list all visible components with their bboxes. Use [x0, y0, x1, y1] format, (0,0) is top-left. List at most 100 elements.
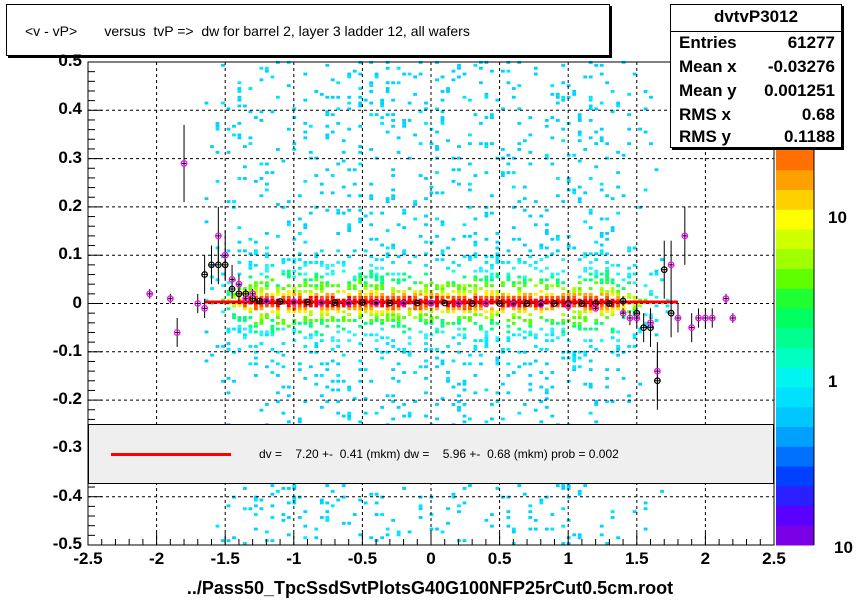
heatmap-cell: [468, 484, 472, 487]
heatmap-cell: [363, 281, 368, 285]
heatmap-cell: [610, 278, 615, 282]
heatmap-cell: [391, 272, 395, 276]
x-tick-label: 1: [563, 549, 573, 568]
heatmap-cell: [522, 278, 527, 282]
heatmap-cell: [248, 263, 253, 267]
heatmap-cell: [665, 298, 670, 302]
stats-value: -0.03276: [767, 57, 835, 76]
heatmap-cell: [341, 319, 346, 322]
heatmap-cell: [566, 153, 571, 157]
heatmap-cell: [451, 281, 456, 285]
heatmap-cell: [511, 371, 516, 374]
heatmap-cell: [270, 539, 275, 543]
heatmap-cell: [490, 319, 494, 322]
heatmap-cell: [303, 272, 308, 276]
heatmap-cell: [336, 107, 341, 111]
heatmap-cell: [528, 313, 533, 317]
heatmap-cell: [616, 298, 620, 302]
heatmap-cell: [451, 269, 456, 273]
heatmap-cell: [457, 394, 461, 398]
heatmap-cell: [462, 539, 467, 543]
heatmap-cell: [391, 119, 395, 122]
profile-black-point: [413, 299, 421, 307]
heatmap-cell: [451, 156, 456, 160]
heatmap-cell: [385, 350, 390, 354]
heatmap-cell: [286, 269, 291, 273]
heatmap-cell: [374, 501, 379, 505]
heatmap-cell: [396, 347, 401, 351]
heatmap-cell: [490, 310, 494, 314]
heatmap-cell: [506, 304, 511, 308]
heatmap-cell: [522, 197, 527, 201]
heatmap-cell: [473, 313, 478, 317]
heatmap-cell: [533, 66, 538, 70]
heatmap-cell: [248, 327, 253, 331]
heatmap-cell: [265, 330, 269, 334]
heatmap-cell: [265, 281, 269, 285]
heatmap-cell: [643, 130, 648, 134]
heatmap-cell: [380, 513, 384, 516]
y-tick-label: 0.4: [58, 99, 82, 119]
heatmap-cell: [424, 223, 428, 227]
heatmap-cell: [396, 66, 401, 70]
heatmap-cell: [402, 72, 406, 76]
heatmap-cell: [418, 281, 423, 285]
heatmap-cell: [341, 150, 346, 154]
heatmap-cell: [506, 339, 511, 343]
heatmap-cell: [418, 330, 423, 334]
heatmap-cell: [550, 237, 555, 241]
heatmap-cell: [308, 150, 313, 154]
heatmap-cell: [292, 269, 297, 273]
heatmap-cell: [254, 527, 258, 531]
heatmap-cell: [358, 145, 363, 148]
heatmap-cell: [276, 321, 280, 325]
heatmap-cell: [424, 342, 428, 345]
heatmap-cell: [259, 110, 264, 114]
heatmap-cell: [347, 95, 352, 99]
heatmap-cell: [286, 385, 291, 389]
heatmap-cell: [341, 353, 346, 357]
heatmap-cell: [254, 321, 258, 325]
heatmap-cell: [391, 81, 395, 85]
heatmap-cell: [583, 295, 588, 299]
heatmap-cell: [330, 130, 335, 134]
heatmap-cell: [341, 261, 346, 264]
heatmap-cell: [473, 113, 478, 117]
heatmap-cell: [446, 345, 450, 348]
heatmap-cell: [588, 211, 593, 215]
heatmap-cell: [243, 287, 247, 290]
z-tick-label: 1: [828, 372, 838, 391]
heatmap-cell: [435, 304, 439, 308]
heatmap-cell: [638, 330, 642, 334]
heatmap-cell: [621, 278, 626, 282]
heatmap-cell: [440, 287, 445, 290]
heatmap-cell: [407, 353, 412, 357]
heatmap-cell: [594, 295, 599, 299]
heatmap-cell: [336, 261, 341, 264]
heatmap-cell: [632, 333, 637, 337]
heatmap-cell: [665, 310, 670, 314]
heatmap-cell: [429, 281, 434, 285]
heatmap-cell: [380, 211, 384, 215]
heatmap-cell: [517, 304, 522, 308]
heatmap-cell: [457, 145, 461, 148]
heatmap-cell: [363, 284, 368, 288]
heatmap-cell: [588, 359, 593, 363]
profile-magenta-point: [708, 314, 716, 322]
heatmap-cell: [479, 298, 483, 302]
heatmap-cell: [468, 298, 472, 302]
heatmap-cell: [616, 536, 620, 540]
heatmap-cell: [572, 304, 577, 308]
heatmap-cell: [588, 266, 593, 270]
heatmap-cell: [435, 365, 439, 369]
heatmap-cell: [429, 142, 434, 146]
heatmap-cell: [270, 324, 275, 328]
heatmap-cell: [468, 362, 472, 366]
heatmap-cell: [550, 295, 555, 299]
heatmap-cell: [511, 156, 516, 160]
heatmap-cell: [281, 365, 286, 369]
heatmap-cell: [259, 281, 264, 285]
heatmap-cell: [265, 333, 269, 337]
heatmap-cell: [610, 290, 615, 293]
heatmap-cell: [369, 310, 374, 314]
